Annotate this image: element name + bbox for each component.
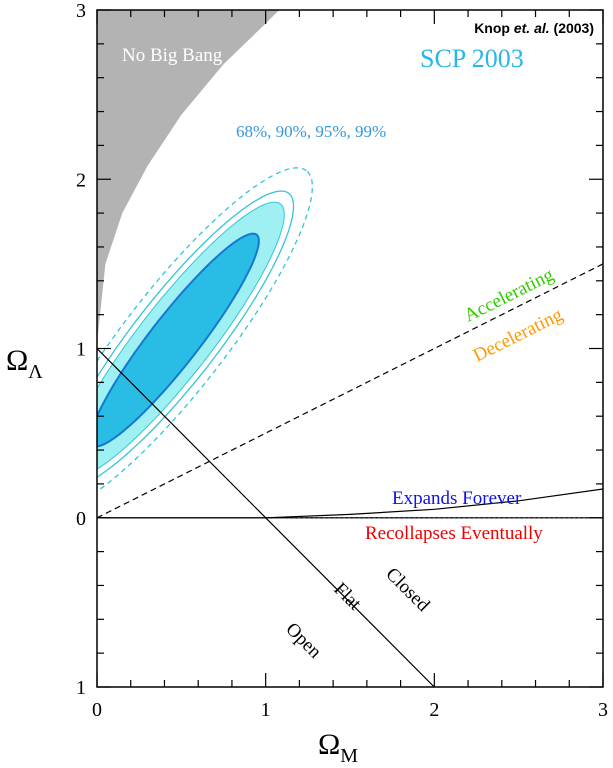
citation-author: Knop bbox=[474, 20, 510, 36]
y-tick-label: 1 bbox=[76, 339, 86, 361]
y-axis-label-sub: Λ bbox=[28, 361, 43, 383]
x-tick-label: 0 bbox=[92, 699, 102, 721]
x-axis-label: ΩM bbox=[318, 728, 358, 767]
no-big-bang-region bbox=[97, 10, 280, 344]
citation-etal: et. al. bbox=[514, 20, 550, 36]
no-big-bang-label: No Big Bang bbox=[122, 45, 223, 66]
x-tick-label: 2 bbox=[429, 699, 439, 721]
citation-year: (2003) bbox=[554, 20, 594, 36]
expands-forever-label: Expands Forever bbox=[392, 488, 522, 509]
x-tick-label: 3 bbox=[598, 699, 608, 721]
contour-levels-label: 68%, 90%, 95%, 99% bbox=[236, 122, 386, 141]
contour-99-pct bbox=[97, 167, 313, 493]
recollapses-label: Recollapses Eventually bbox=[365, 523, 543, 544]
dataset-label: SCP 2003 bbox=[420, 44, 524, 73]
confidence-contours bbox=[97, 167, 313, 493]
x-tick-labels: 0 1 2 3 bbox=[92, 699, 608, 721]
contour-68-pct bbox=[97, 232, 260, 448]
y-tick-label: 1 bbox=[76, 677, 86, 699]
citation-label: Knop et. al. (2003) bbox=[474, 20, 594, 36]
x-tick-label: 1 bbox=[261, 699, 271, 721]
y-tick-label: 2 bbox=[76, 169, 86, 191]
y-tick-labels: 1 0 1 2 3 bbox=[76, 0, 86, 699]
deceleration-boundary-line bbox=[97, 263, 603, 519]
contour-95-pct bbox=[97, 190, 295, 479]
y-axis-label: ΩΛ bbox=[6, 344, 43, 383]
plot-content bbox=[97, 10, 603, 687]
axis-ticks bbox=[96, 9, 604, 688]
expansion-boundary-line bbox=[97, 488, 603, 519]
y-tick-label: 0 bbox=[76, 508, 86, 530]
open-label: Open bbox=[281, 619, 325, 663]
flat-label: Flat bbox=[329, 579, 365, 615]
y-tick-label: 3 bbox=[76, 0, 86, 22]
x-axis-label-sub: M bbox=[340, 745, 358, 767]
boundary-lines bbox=[97, 263, 603, 687]
closed-label: Closed bbox=[381, 564, 434, 617]
